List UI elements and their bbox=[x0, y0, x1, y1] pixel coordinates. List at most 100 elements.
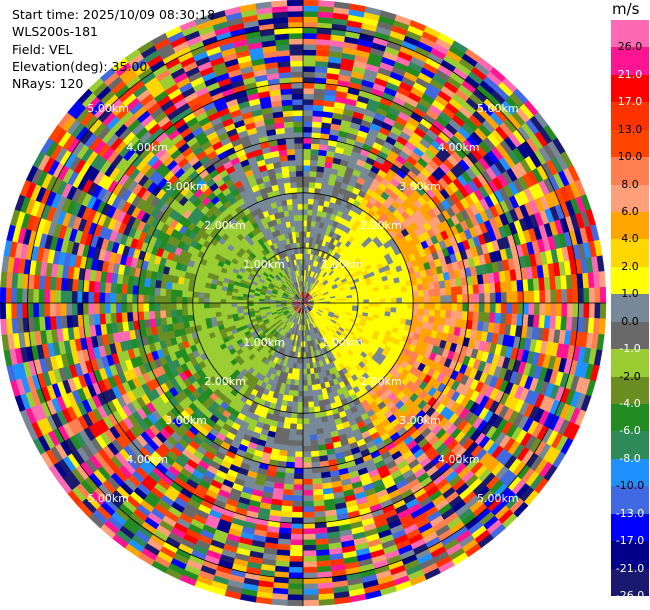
range-gate bbox=[302, 115, 314, 122]
range-gate bbox=[309, 428, 318, 436]
range-gate bbox=[302, 555, 317, 563]
range-gate bbox=[302, 148, 312, 155]
range-gate bbox=[302, 594, 319, 601]
range-gate bbox=[302, 132, 313, 139]
range-gate bbox=[43, 302, 51, 317]
range-gate bbox=[309, 165, 318, 172]
range-gate bbox=[93, 291, 100, 304]
range-gate bbox=[115, 302, 122, 314]
range-gate bbox=[110, 312, 117, 324]
range-gate bbox=[302, 506, 315, 513]
range-gate bbox=[417, 283, 424, 292]
range-gate bbox=[302, 451, 312, 458]
range-gate bbox=[308, 406, 315, 414]
range-gate bbox=[290, 533, 304, 541]
range-gate bbox=[209, 311, 217, 318]
range-gate bbox=[302, 440, 311, 447]
range-gate bbox=[192, 302, 199, 309]
range-gate bbox=[511, 302, 519, 315]
range-gate bbox=[198, 302, 205, 309]
range-gate bbox=[98, 302, 106, 314]
range-gate bbox=[577, 302, 585, 318]
range-gate bbox=[505, 280, 513, 293]
range-gate bbox=[302, 418, 310, 425]
range-gate bbox=[298, 379, 304, 386]
range-gate bbox=[423, 296, 430, 304]
range-gate bbox=[445, 287, 452, 296]
range-gate bbox=[290, 417, 298, 425]
range-gate bbox=[302, 170, 311, 177]
range-gate bbox=[296, 423, 304, 430]
range-gate bbox=[478, 293, 486, 304]
range-gate bbox=[292, 390, 299, 397]
range-gate bbox=[422, 282, 430, 291]
range-gate bbox=[286, 450, 296, 458]
range-gate bbox=[65, 302, 73, 316]
range-gate bbox=[120, 302, 128, 313]
range-gate bbox=[572, 288, 579, 304]
range-gate bbox=[307, 384, 313, 392]
range-gate bbox=[49, 289, 56, 304]
range-gate bbox=[390, 297, 397, 304]
range-gate bbox=[0, 318, 8, 335]
range-gate bbox=[302, 65, 316, 73]
range-gate bbox=[302, 456, 312, 463]
range-gate bbox=[290, 539, 304, 546]
range-gate bbox=[318, 0, 335, 8]
range-gate bbox=[500, 313, 507, 325]
range-gate bbox=[401, 302, 408, 309]
range-gate bbox=[284, 472, 295, 480]
range-gate bbox=[363, 302, 370, 307]
range-gate bbox=[225, 298, 232, 304]
range-gate bbox=[462, 294, 469, 304]
range-gate bbox=[313, 400, 320, 408]
range-gate bbox=[302, 82, 315, 89]
range-gate bbox=[120, 293, 128, 304]
range-gate bbox=[561, 288, 568, 304]
range-gate bbox=[456, 302, 463, 312]
range-gate bbox=[401, 297, 408, 304]
range-gate bbox=[484, 292, 491, 304]
range-gate bbox=[76, 290, 84, 304]
range-gate bbox=[302, 572, 318, 579]
range-gate bbox=[302, 412, 310, 419]
range-gate bbox=[352, 297, 359, 301]
range-gate bbox=[451, 294, 458, 304]
range-gate bbox=[312, 483, 323, 491]
range-gate bbox=[313, 99, 325, 106]
range-gate bbox=[310, 445, 319, 452]
range-gate bbox=[192, 297, 199, 304]
range-gate bbox=[87, 302, 95, 315]
range-gate bbox=[143, 294, 150, 304]
range-gate bbox=[357, 296, 364, 301]
range-gate bbox=[293, 384, 299, 392]
range-gate bbox=[423, 309, 430, 317]
range-gate bbox=[390, 307, 397, 314]
range-gate bbox=[478, 312, 485, 323]
range-gate bbox=[302, 368, 307, 375]
range-gate bbox=[390, 302, 397, 309]
range-gate bbox=[231, 299, 238, 304]
range-gate bbox=[307, 214, 313, 222]
range-gate bbox=[170, 295, 177, 304]
range-gate bbox=[293, 473, 304, 480]
range-gate bbox=[294, 462, 304, 469]
range-gate bbox=[412, 296, 419, 304]
range-gate bbox=[302, 489, 314, 497]
range-gate bbox=[32, 302, 40, 318]
range-gate bbox=[307, 401, 315, 408]
range-gate bbox=[302, 500, 314, 508]
range-gate bbox=[309, 170, 318, 178]
range-gate bbox=[385, 302, 392, 308]
range-gate bbox=[434, 309, 441, 318]
range-gate bbox=[302, 434, 311, 441]
range-gate bbox=[539, 302, 546, 316]
range-gate bbox=[434, 295, 441, 304]
range-gate bbox=[302, 401, 309, 408]
range-gate bbox=[159, 302, 166, 311]
range-gate bbox=[288, 566, 304, 574]
range-gate bbox=[599, 302, 607, 320]
range-gate bbox=[528, 290, 535, 304]
range-gate bbox=[314, 417, 323, 424]
range-gate bbox=[384, 288, 391, 295]
